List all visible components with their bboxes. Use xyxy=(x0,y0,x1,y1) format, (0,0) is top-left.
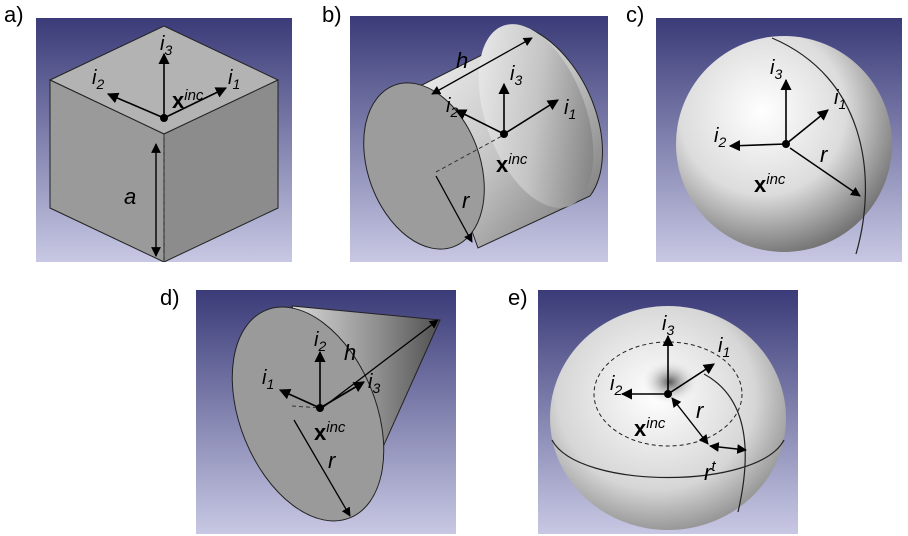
axis-i1-arrow xyxy=(785,109,829,145)
panel-label-e: e) xyxy=(508,285,528,310)
label-i1: i1 xyxy=(564,97,576,122)
axis-i1-arrow xyxy=(278,389,321,409)
panel-a-cube: i3 i2 i1 xinc a xyxy=(36,18,292,262)
dimension-r-arrow xyxy=(435,175,473,243)
label-x-inc: xinc xyxy=(314,419,346,445)
origin-point xyxy=(664,390,672,398)
label-h: h xyxy=(456,48,468,73)
label-i3: i3 xyxy=(770,57,782,82)
axis-i2-arrow xyxy=(106,92,165,119)
origin-point xyxy=(500,130,508,138)
origin-point xyxy=(160,114,168,122)
axis-i3-arrow xyxy=(319,381,365,409)
label-r: r xyxy=(462,188,471,213)
cone-base xyxy=(231,306,385,522)
label-r: r xyxy=(820,142,829,167)
dimension-r-arrow xyxy=(789,147,861,197)
cube-left-face xyxy=(49,79,165,262)
panel-label-a: a) xyxy=(4,2,24,27)
origin-point xyxy=(316,404,324,412)
cylinder-front-cap xyxy=(363,82,485,250)
label-x-inc: xinc xyxy=(172,87,204,113)
dimension-h-arrow xyxy=(321,319,439,409)
dimension-h-arrow xyxy=(431,37,533,95)
dimension-r-arrow xyxy=(293,419,351,517)
panel-c-sphere: i3 i2 i1 r xinc xyxy=(656,18,902,262)
label-i3: i3 xyxy=(368,371,380,396)
dimension-r-arrow xyxy=(671,397,709,445)
label-i1: i1 xyxy=(262,367,274,392)
label-i2: i2 xyxy=(92,67,104,92)
axis-i1-arrow xyxy=(163,87,228,119)
axis-i1-arrow xyxy=(667,363,715,395)
label-h: h xyxy=(344,340,356,365)
label-i3: i3 xyxy=(160,33,172,58)
label-i1: i1 xyxy=(718,335,730,360)
label-x-inc: xinc xyxy=(496,151,528,177)
label-i2: i2 xyxy=(610,373,622,398)
panel-b-cylinder: h i3 i2 i1 xinc r xyxy=(350,16,608,262)
label-x-inc: xinc xyxy=(634,415,666,441)
axis-i1-arrow xyxy=(503,99,559,135)
sphere-meridian xyxy=(771,37,866,255)
torus-center-circle xyxy=(593,341,743,447)
label-i3: i3 xyxy=(662,313,674,338)
label-a: a xyxy=(124,184,136,209)
panel-d-cone: i2 h i1 i3 xinc r xyxy=(196,290,456,534)
cone-axis-dashed xyxy=(291,405,323,409)
label-r: r xyxy=(328,448,337,473)
label-i2: i2 xyxy=(314,329,326,354)
axis-i2-arrow xyxy=(728,140,787,152)
panel-label-b: b) xyxy=(322,2,342,27)
label-i2: i2 xyxy=(714,125,726,150)
label-i3: i3 xyxy=(510,63,522,88)
panel-label-d: d) xyxy=(160,285,180,310)
label-x-inc: xinc xyxy=(754,171,786,197)
torus-hole-shade xyxy=(642,360,698,404)
origin-point xyxy=(782,140,790,148)
label-rt: rt xyxy=(704,458,716,485)
panel-e-torus: i3 i1 i2 xinc r rt xyxy=(538,290,798,534)
cylinder-axis-dashed xyxy=(435,135,503,173)
axis-i2-arrow xyxy=(454,109,505,135)
dimension-rt-arrow xyxy=(709,442,747,454)
torus-body xyxy=(550,306,786,530)
label-i2: i2 xyxy=(446,95,458,120)
label-r: r xyxy=(696,398,705,423)
torus-meridian xyxy=(703,373,746,513)
panel-label-c: c) xyxy=(626,2,645,27)
label-i1: i1 xyxy=(228,67,240,92)
torus-equator xyxy=(551,439,785,479)
label-i1: i1 xyxy=(834,87,846,112)
